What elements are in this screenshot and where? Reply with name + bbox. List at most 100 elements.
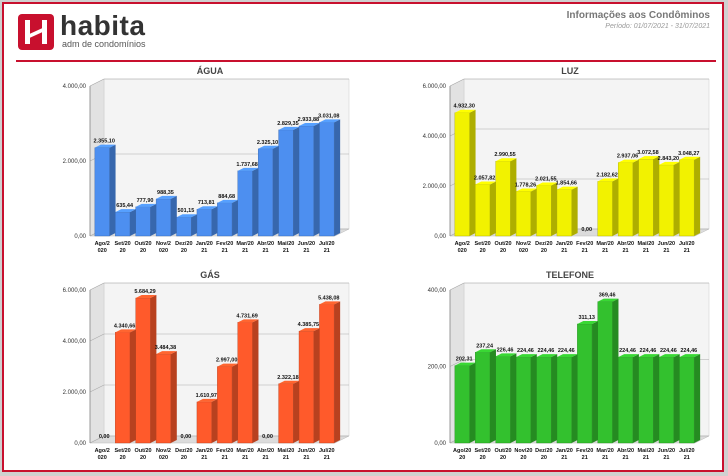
phone-bar xyxy=(638,356,654,444)
gas-bar-side xyxy=(313,328,320,443)
power-category-label: Nov/2 xyxy=(516,241,531,247)
power-category-label: 20 xyxy=(541,248,547,254)
phone-category-label: Out/20 xyxy=(494,448,511,454)
water-bar xyxy=(115,211,131,237)
power-category-label: 21 xyxy=(582,248,588,254)
gas-category-label: 020 xyxy=(159,455,168,461)
gas-value-label: 5.438,08 xyxy=(318,295,339,301)
water-category-label: 21 xyxy=(324,248,330,254)
phone-value-label: 224,46 xyxy=(640,348,657,354)
report-period: Período: 01/07/2021 - 31/07/2021 xyxy=(605,23,710,30)
phone-bar xyxy=(679,356,695,444)
gas-bar-side xyxy=(334,301,341,443)
phone-category-label: 20 xyxy=(480,455,486,461)
phone-bar-top xyxy=(679,354,701,358)
water-bar-top xyxy=(115,209,136,213)
gas-category-label: Nov/2 xyxy=(156,448,171,454)
power-category-label: 020 xyxy=(519,248,528,254)
water-bar-side xyxy=(150,203,157,236)
power-bar-top xyxy=(556,186,578,190)
water-bar-side xyxy=(191,214,198,236)
phone-bar xyxy=(495,356,511,444)
gas-chart: GÁS 0,00 2.000,00 4.000,00 6.000,00 0,00 Ago/2… xyxy=(63,270,350,461)
power-category-label: Dez/20 xyxy=(535,241,552,247)
power-bar-side xyxy=(612,178,619,236)
phone-bar-top xyxy=(556,354,578,358)
phone-bar xyxy=(577,323,593,444)
gas-bar xyxy=(196,401,212,444)
phone-bar-top xyxy=(516,354,537,358)
water-category-label: Mar/20 xyxy=(236,241,253,247)
water-bar-top xyxy=(176,214,198,218)
water-bar xyxy=(176,217,192,237)
gas-category-label: Out/20 xyxy=(134,448,151,454)
phone-category-label: 21 xyxy=(561,455,567,461)
phone-bar-top xyxy=(659,354,680,358)
power-bar-top xyxy=(516,188,537,192)
phone-category-label: 20 xyxy=(541,455,547,461)
gas-ytick-label: 6.000,00 xyxy=(63,288,87,294)
phone-category-label: 21 xyxy=(643,455,649,461)
phone-bar-side xyxy=(673,354,680,443)
water-value-label: 777,90 xyxy=(137,198,154,204)
gas-bar xyxy=(319,304,335,444)
phone-category-label: 21 xyxy=(602,455,608,461)
phone-value-label: 224,46 xyxy=(660,348,677,354)
water-bar xyxy=(278,129,294,237)
gas-bar-top xyxy=(135,295,157,299)
power-bar xyxy=(515,191,532,237)
phone-bar xyxy=(658,356,674,444)
phone-bar-top xyxy=(475,349,496,353)
gas-category-label: 21 xyxy=(303,455,309,461)
water-category-label: Fev/20 xyxy=(216,241,233,247)
power-bar xyxy=(536,185,552,237)
water-category-label: Jun/20 xyxy=(298,241,315,247)
gas-category-label: Set/20 xyxy=(115,448,131,454)
gas-category-label: 20 xyxy=(120,455,126,461)
power-chart-title: LUZ xyxy=(561,66,579,76)
power-value-label: 1.778,26 xyxy=(515,183,536,189)
phone-bar xyxy=(597,301,613,444)
gas-grid-diag xyxy=(89,435,105,444)
power-bar-top xyxy=(475,181,496,185)
gas-bar-side xyxy=(170,351,177,443)
water-bar-side xyxy=(232,199,239,236)
phone-bar-top xyxy=(638,354,660,358)
power-bar xyxy=(679,159,695,237)
phone-bar-side xyxy=(632,354,639,443)
power-category-label: 20 xyxy=(480,248,486,254)
water-value-label: 501,15 xyxy=(177,208,194,214)
gas-bar-side xyxy=(293,380,300,443)
phone-value-label: 311,13 xyxy=(578,315,595,321)
gas-bar xyxy=(155,353,172,444)
gas-category-label: 020 xyxy=(98,455,107,461)
water-category-label: Jul/20 xyxy=(319,241,335,247)
gas-category-label: 21 xyxy=(283,455,289,461)
power-category-label: Jan/20 xyxy=(556,241,573,247)
power-bar-side xyxy=(510,158,517,236)
phone-bar-side xyxy=(551,354,558,443)
gas-ytick-label: 4.000,00 xyxy=(63,339,87,345)
phone-bar-side xyxy=(612,298,619,443)
gas-value-label: 4.385,75 xyxy=(298,322,319,328)
gas-category-label: 21 xyxy=(201,455,207,461)
water-chart: ÁGUA0,002.000,004.000,002.355,10Ago/2020… xyxy=(63,66,350,254)
power-category-label: 21 xyxy=(643,248,649,254)
water-category-label: 21 xyxy=(283,248,289,254)
gas-value-label: 0,00 xyxy=(262,434,273,440)
power-category-label: Jul/20 xyxy=(679,241,695,247)
power-bar xyxy=(556,189,572,237)
power-category-label: 020 xyxy=(458,248,467,254)
phone-bar-side xyxy=(571,354,578,443)
power-value-label: 1.854,66 xyxy=(556,181,577,187)
gas-category-label: 20 xyxy=(181,455,187,461)
gas-bar xyxy=(217,366,233,444)
phone-bar xyxy=(475,352,491,444)
water-bar-side xyxy=(129,209,136,236)
gas-ytick-label: 2.000,00 xyxy=(63,390,87,396)
power-bar-top xyxy=(495,158,517,162)
power-bar xyxy=(638,158,654,237)
water-bar-top xyxy=(217,199,239,203)
phone-bar-side xyxy=(489,349,496,443)
gas-value-label: 0,00 xyxy=(99,434,110,440)
